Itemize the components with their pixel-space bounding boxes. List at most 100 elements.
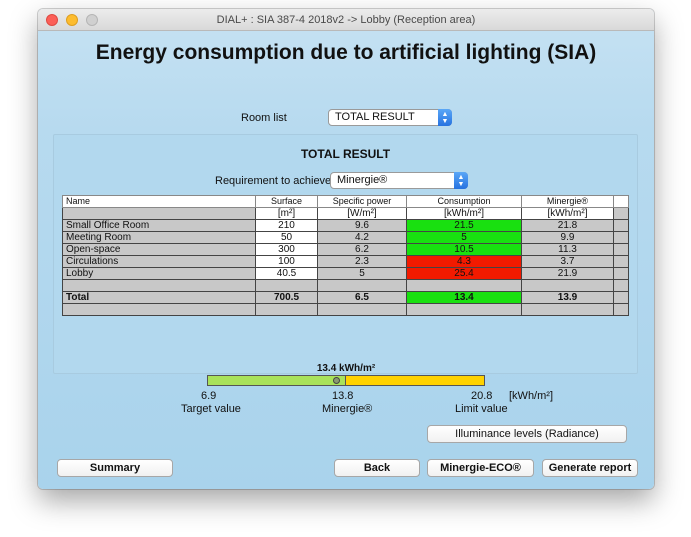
blank-cell	[255, 279, 318, 292]
close-icon[interactable]	[46, 14, 58, 26]
minergie-cell: 21.8	[521, 219, 614, 232]
room-name: Lobby	[62, 267, 256, 280]
blank-cell	[406, 303, 522, 316]
spacer-cell	[613, 231, 629, 244]
consumption-cell: 25.4	[406, 267, 522, 280]
minergie-cell: 11.3	[521, 243, 614, 256]
surface-cell[interactable]: 100	[255, 255, 318, 268]
unit-cell: [kWh/m²]	[406, 207, 522, 220]
blank-cell	[317, 279, 407, 292]
scale-marker	[333, 377, 340, 384]
scale-value-label: 13.4 kWh/m²	[316, 363, 376, 374]
chevron-updown-icon: ▲ ▼	[454, 172, 468, 189]
requirement-value: Minergie®	[337, 174, 388, 186]
table-row[interactable]: Lobby 40.5 5 25.4 21.9	[62, 267, 629, 280]
zoom-icon[interactable]	[86, 14, 98, 26]
room-name: Small Office Room	[62, 219, 256, 232]
consumption-cell: 21.5	[406, 219, 522, 232]
total-surface: 700.5	[255, 291, 318, 304]
blank-cell	[613, 303, 629, 316]
total-consumption: 13.4	[406, 291, 522, 304]
room-list-value: TOTAL RESULT	[335, 111, 415, 123]
column-header: Specific power	[317, 195, 407, 208]
blank-cell	[613, 279, 629, 292]
power-cell: 4.2	[317, 231, 407, 244]
blank-cell	[521, 279, 614, 292]
back-button[interactable]: Back	[334, 459, 420, 477]
column-header: Name	[62, 195, 256, 208]
blank-cell	[406, 279, 522, 292]
table-row[interactable]: Small Office Room 210 9.6 21.5 21.8	[62, 219, 629, 232]
room-name: Open-space	[62, 243, 256, 256]
panel-title: TOTAL RESULT	[300, 147, 391, 161]
column-header: Minergie®	[521, 195, 614, 208]
spacer-cell	[613, 255, 629, 268]
blank-cell	[317, 303, 407, 316]
consumption-cell: 5	[406, 231, 522, 244]
spacer-cell	[613, 219, 629, 232]
room-list-select[interactable]: TOTAL RESULT ▲ ▼	[328, 109, 452, 126]
page-title: Energy consumption due to artificial lig…	[95, 41, 597, 64]
limit-value: 20.8	[471, 390, 493, 402]
total-label: Total	[62, 291, 256, 304]
column-header: Consumption	[406, 195, 522, 208]
total-power: 6.5	[317, 291, 407, 304]
table-blank-row	[62, 303, 629, 316]
blank-cell	[255, 303, 318, 316]
app-window: DIAL+ : SIA 387-4 2018v2 -> Lobby (Recep…	[38, 9, 654, 489]
requirement-label: Requirement to achieve	[215, 175, 332, 187]
table-blank-row	[62, 279, 629, 292]
title-bar: DIAL+ : SIA 387-4 2018v2 -> Lobby (Recep…	[38, 9, 654, 31]
chevron-updown-icon: ▲ ▼	[438, 109, 452, 126]
unit-cell: [m²]	[255, 207, 318, 220]
window-title: DIAL+ : SIA 387-4 2018v2 -> Lobby (Recep…	[216, 14, 476, 26]
consumption-cell: 10.5	[406, 243, 522, 256]
spacer-cell	[613, 243, 629, 256]
surface-cell[interactable]: 210	[255, 219, 318, 232]
power-cell: 2.3	[317, 255, 407, 268]
consumption-cell: 4.3	[406, 255, 522, 268]
power-cell: 9.6	[317, 219, 407, 232]
column-header	[613, 195, 629, 208]
table-total-row: Total 700.5 6.5 13.4 13.9	[62, 291, 629, 304]
room-list-label: Room list	[241, 112, 287, 124]
illuminance-button[interactable]: Illuminance levels (Radiance)	[427, 425, 627, 443]
table-row[interactable]: Open-space 300 6.2 10.5 11.3	[62, 243, 629, 256]
room-name: Circulations	[62, 255, 256, 268]
unit-cell: [W/m²]	[317, 207, 407, 220]
result-panel: TOTAL RESULT Requirement to achieve Mine…	[53, 134, 638, 374]
minimize-icon[interactable]	[66, 14, 78, 26]
table-units-row: [m²] [W/m²] [kWh/m²] [kWh/m²]	[62, 207, 629, 220]
results-table: Name Surface Specific power Consumption …	[62, 195, 629, 316]
surface-cell[interactable]: 300	[255, 243, 318, 256]
power-cell: 6.2	[317, 243, 407, 256]
minergie-label: Minergie®	[322, 403, 373, 415]
minergie-cell: 9.9	[521, 231, 614, 244]
generate-report-button[interactable]: Generate report	[542, 459, 638, 477]
blank-cell	[62, 279, 256, 292]
minergie-eco-button[interactable]: Minergie-ECO®	[427, 459, 534, 477]
scale-bar-yellow	[345, 375, 485, 386]
scale-bar-green	[207, 375, 345, 386]
column-header: Surface	[255, 195, 318, 208]
scale-unit: [kWh/m²]	[509, 390, 553, 402]
summary-button[interactable]: Summary	[57, 459, 173, 477]
table-row[interactable]: Circulations 100 2.3 4.3 3.7	[62, 255, 629, 268]
blank-cell	[521, 303, 614, 316]
minergie-value: 13.8	[332, 390, 354, 402]
total-minergie: 13.9	[521, 291, 614, 304]
spacer-cell	[613, 267, 629, 280]
minergie-cell: 3.7	[521, 255, 614, 268]
room-name: Meeting Room	[62, 231, 256, 244]
requirement-select[interactable]: Minergie® ▲ ▼	[330, 172, 468, 189]
minergie-cell: 21.9	[521, 267, 614, 280]
limit-label: Limit value	[455, 403, 508, 415]
target-label: Target value	[181, 403, 241, 415]
surface-cell[interactable]: 40.5	[255, 267, 318, 280]
table-row[interactable]: Meeting Room 50 4.2 5 9.9	[62, 231, 629, 244]
unit-cell	[62, 207, 256, 220]
table-header-row: Name Surface Specific power Consumption …	[62, 195, 629, 208]
blank-cell	[62, 303, 256, 316]
surface-cell[interactable]: 50	[255, 231, 318, 244]
unit-cell	[613, 207, 629, 220]
